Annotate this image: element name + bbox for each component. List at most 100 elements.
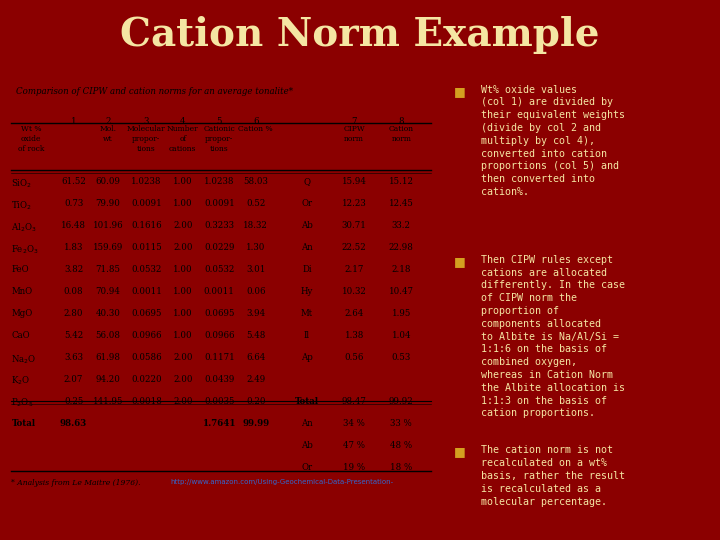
Text: MnO: MnO (12, 287, 32, 296)
Text: 2.00: 2.00 (173, 221, 192, 230)
Text: MgO: MgO (12, 309, 32, 318)
Text: 2.17: 2.17 (344, 265, 364, 274)
Text: 3.63: 3.63 (64, 353, 83, 362)
Text: 12.23: 12.23 (342, 199, 366, 208)
Text: 34 %: 34 % (343, 419, 365, 428)
Text: 1.00: 1.00 (173, 287, 193, 296)
Text: 7: 7 (351, 117, 357, 126)
Text: 0.52: 0.52 (246, 199, 266, 208)
Text: Molecular
propor-
tions: Molecular propor- tions (127, 125, 166, 152)
Text: Wt %
oxide
of rock: Wt % oxide of rock (17, 125, 44, 152)
Text: Wt% oxide values
(col 1) are divided by
their equivalent weights
(divide by col : Wt% oxide values (col 1) are divided by … (481, 85, 625, 197)
Text: 2.00: 2.00 (173, 243, 192, 252)
Text: 0.0115: 0.0115 (131, 243, 162, 252)
Text: Al$_2$O$_3$: Al$_2$O$_3$ (12, 221, 37, 234)
Text: 1.00: 1.00 (173, 331, 193, 340)
Text: http://www.amazon.com/Using-Geochemical-Data-Presentation-: http://www.amazon.com/Using-Geochemical-… (170, 479, 393, 485)
Text: 0.0091: 0.0091 (204, 199, 235, 208)
Text: 0.25: 0.25 (64, 397, 84, 406)
Text: Ap: Ap (301, 353, 313, 362)
Text: 0.0532: 0.0532 (131, 265, 161, 274)
Text: 0.0966: 0.0966 (204, 331, 235, 340)
Text: 2.64: 2.64 (345, 309, 364, 318)
Text: 40.30: 40.30 (96, 309, 120, 318)
Text: 8: 8 (398, 117, 404, 126)
Text: 71.85: 71.85 (95, 265, 120, 274)
Text: 1.04: 1.04 (392, 331, 411, 340)
Text: 22.98: 22.98 (389, 243, 414, 252)
Text: 61.98: 61.98 (95, 353, 120, 362)
Text: 0.73: 0.73 (64, 199, 84, 208)
Text: 12.45: 12.45 (389, 199, 414, 208)
Text: 22.52: 22.52 (342, 243, 366, 252)
Text: 48 %: 48 % (390, 441, 413, 450)
Text: 0.1171: 0.1171 (204, 353, 235, 362)
Text: 1.00: 1.00 (173, 177, 193, 186)
Text: 10.32: 10.32 (342, 287, 366, 296)
Text: 61.52: 61.52 (61, 177, 86, 186)
Text: 1: 1 (71, 117, 76, 126)
Text: ■: ■ (454, 446, 466, 458)
Text: 58.03: 58.03 (243, 177, 268, 186)
Text: 2: 2 (105, 117, 111, 126)
Text: 6.64: 6.64 (246, 353, 265, 362)
Text: Or: Or (302, 199, 312, 208)
Text: 0.0011: 0.0011 (204, 287, 235, 296)
Text: 15.12: 15.12 (389, 177, 414, 186)
Text: 5: 5 (217, 117, 222, 126)
Text: CaO: CaO (12, 331, 30, 340)
Text: Di: Di (302, 265, 312, 274)
Text: 0.06: 0.06 (246, 287, 266, 296)
Text: Na$_2$O: Na$_2$O (12, 353, 37, 366)
Text: 141.95: 141.95 (93, 397, 123, 406)
Text: 18 %: 18 % (390, 463, 413, 472)
Text: Or: Or (302, 463, 312, 472)
Text: Total: Total (12, 419, 35, 428)
Text: 16.48: 16.48 (61, 221, 86, 230)
Text: SiO$_2$: SiO$_2$ (12, 177, 32, 190)
Text: 10.47: 10.47 (389, 287, 414, 296)
Text: Fe$_2$O$_3$: Fe$_2$O$_3$ (12, 243, 39, 256)
Text: 2.00: 2.00 (173, 375, 192, 384)
Text: 0.0091: 0.0091 (131, 199, 162, 208)
Text: The cation norm is not
recalculated on a wt%
basis, rather the result
is recalcu: The cation norm is not recalculated on a… (481, 446, 625, 507)
Text: Number
of
cations: Number of cations (167, 125, 199, 152)
Text: 79.90: 79.90 (96, 199, 120, 208)
Text: 3.94: 3.94 (246, 309, 265, 318)
Text: 4: 4 (180, 117, 186, 126)
Text: 0.56: 0.56 (344, 353, 364, 362)
Text: 1.95: 1.95 (392, 309, 411, 318)
Text: 0.0966: 0.0966 (131, 331, 162, 340)
Text: 2.18: 2.18 (392, 265, 411, 274)
Text: 19 %: 19 % (343, 463, 365, 472)
Text: 159.69: 159.69 (93, 243, 123, 252)
Text: 1.0238: 1.0238 (131, 177, 162, 186)
Text: 3.01: 3.01 (246, 265, 266, 274)
Text: An: An (301, 419, 313, 428)
Text: FeO: FeO (12, 265, 29, 274)
Text: 0.0695: 0.0695 (131, 309, 162, 318)
Text: 1.00: 1.00 (173, 265, 193, 274)
Text: 0.53: 0.53 (392, 353, 411, 362)
Text: 0.0439: 0.0439 (204, 375, 235, 384)
Text: 98.47: 98.47 (342, 397, 366, 406)
Text: Total: Total (295, 397, 319, 406)
Text: 3: 3 (144, 117, 149, 126)
Text: TiO$_2$: TiO$_2$ (12, 199, 32, 212)
Text: 1.30: 1.30 (246, 243, 266, 252)
Text: 47 %: 47 % (343, 441, 365, 450)
Text: 0.1616: 0.1616 (131, 221, 162, 230)
Text: 0.0586: 0.0586 (131, 353, 162, 362)
Text: 0.0229: 0.0229 (204, 243, 235, 252)
Text: 0.08: 0.08 (64, 287, 84, 296)
Text: 33 %: 33 % (390, 419, 413, 428)
Text: 2.07: 2.07 (64, 375, 84, 384)
Text: 101.96: 101.96 (93, 221, 123, 230)
Text: 1.7641: 1.7641 (202, 419, 236, 428)
Text: Comparison of CIPW and cation norms for an average tonalite*: Comparison of CIPW and cation norms for … (16, 87, 293, 96)
Text: Cation Norm Example: Cation Norm Example (120, 16, 600, 54)
Text: Hy: Hy (301, 287, 313, 296)
Text: 2.00: 2.00 (173, 397, 192, 406)
Text: Ab: Ab (301, 221, 313, 230)
Text: 0.0018: 0.0018 (131, 397, 162, 406)
